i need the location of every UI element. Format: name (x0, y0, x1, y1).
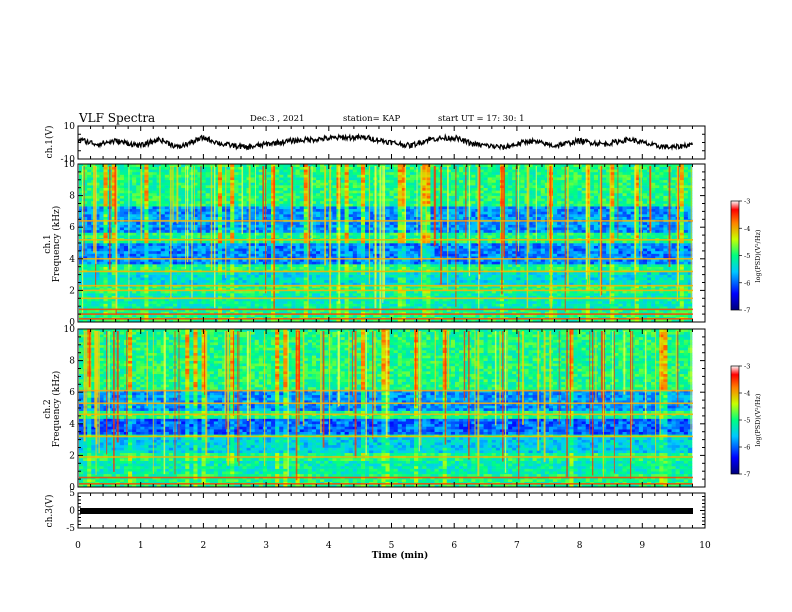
y-tick-label: 10 (64, 325, 76, 335)
x-tick-label: 2 (201, 541, 207, 551)
ch2-spectrogram-ylabel: Frequency (kHz) (51, 371, 62, 448)
y-tick-label: 8 (69, 357, 75, 367)
y-tick-label: 0 (69, 483, 75, 493)
x-tick-label: 7 (514, 541, 520, 551)
ch1-spectrogram-ylabel: Frequency (kHz) (51, 206, 62, 283)
axis-ticks (77, 125, 706, 529)
chart-title: VLF Spectra (79, 111, 156, 125)
colorbar-tick-label: -7 (744, 307, 750, 315)
ch1-waveform-line (77, 132, 694, 151)
y-tick-label: 2 (69, 286, 75, 296)
date-label: Dec.3 , 2021 (250, 114, 305, 124)
ch1-colorbar-label: log(PSD)(V²/Hz) (754, 229, 762, 282)
colorbar-ticks: -3 -4 -5 -6 -7 -3 -4 -5 -6 -7 (739, 198, 750, 479)
x-tick-label: 8 (577, 541, 583, 551)
ch2-spectrogram (79, 329, 705, 488)
colorbar-tick-label: -3 (744, 363, 750, 371)
y-tick-label: 0 (69, 318, 75, 328)
ch3-signal-ylabel: ch.3(V) (44, 495, 55, 528)
colorbar-tick-label: -4 (744, 390, 750, 398)
ch2-colorbar-label: log(PSD)(V²/Hz) (754, 393, 762, 446)
x-axis-label: Time (min) (372, 550, 429, 561)
ch2-colorbar (730, 365, 740, 475)
y-tick-label: 0 (69, 507, 75, 517)
y-tick-label: 10 (64, 160, 76, 170)
y-tick-label: -10 (61, 155, 76, 165)
x-tick-label: 10 (699, 541, 711, 551)
y-tick-label: 4 (69, 420, 75, 430)
y-tick-label: 6 (69, 388, 75, 398)
station-label: station= KAP (343, 114, 401, 124)
colorbar-tick-label: -6 (744, 279, 750, 287)
colorbar-tick-label: -4 (744, 225, 750, 233)
colorbar-tick-label: -3 (744, 198, 750, 206)
ch1-spectrogram (79, 164, 705, 323)
y-tick-label: 4 (69, 255, 75, 265)
ch3-signal-line (80, 508, 693, 514)
x-tick-label: 3 (263, 541, 269, 551)
x-tick-label: 9 (639, 541, 645, 551)
colorbar-tick-label: -5 (744, 417, 750, 425)
y-tick-label: 8 (69, 192, 75, 202)
x-tick-label: 1 (138, 541, 144, 551)
colorbar-tick-label: -5 (744, 252, 750, 260)
y-tick-label: -5 (66, 524, 75, 534)
y-tick-label: 2 (69, 451, 75, 461)
ch2-spectrogram-ylabel-top: ch.2 (43, 399, 53, 418)
start-time-label: start UT = 17: 30: 1 (438, 114, 525, 124)
y-tick-label: 5 (69, 489, 75, 499)
ch1-waveform-ylabel: ch.1(V) (44, 126, 55, 159)
x-tick-label: 5 (389, 541, 395, 551)
y-tick-label: 10 (64, 122, 76, 132)
colorbar-tick-label: -7 (744, 471, 750, 479)
colorbar-tick-label: -6 (744, 444, 750, 452)
ch1-colorbar (730, 200, 740, 311)
x-tick-label: 4 (326, 541, 332, 551)
ch1-spectrogram-ylabel-top: ch.1 (43, 234, 53, 253)
y-tick-label: 6 (69, 223, 75, 233)
x-tick-label: 6 (451, 541, 457, 551)
x-tick-label: 0 (75, 541, 81, 551)
